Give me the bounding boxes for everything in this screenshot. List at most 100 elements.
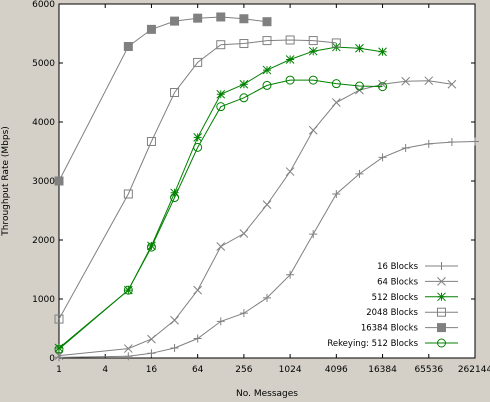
- data-point: [286, 270, 295, 279]
- series-16384-blocks: [54, 12, 272, 186]
- legend-marker: [437, 277, 446, 286]
- data-point: [216, 12, 226, 22]
- data-point: [54, 344, 64, 354]
- series-2048-blocks: [54, 35, 341, 324]
- data-point: [216, 40, 226, 50]
- data-point: [239, 93, 249, 103]
- data-point: [239, 229, 249, 238]
- y-tick-label: 5000: [32, 59, 55, 69]
- y-tick-label: 6000: [32, 0, 55, 10]
- data-point: [146, 242, 156, 252]
- data-point: [262, 17, 272, 27]
- data-point: [308, 36, 318, 46]
- data-point: [146, 136, 156, 146]
- data-point: [401, 143, 410, 152]
- series-line: [58, 79, 383, 350]
- data-point: [239, 39, 249, 49]
- data-point: [170, 88, 180, 97]
- data-point: [262, 80, 272, 90]
- data-point: [355, 169, 364, 178]
- data-point: [170, 188, 179, 198]
- data-point: [308, 46, 318, 56]
- data-point: [239, 14, 249, 24]
- x-tick-label: 16: [146, 365, 158, 375]
- y-tick-label: 1000: [32, 295, 55, 305]
- data-point: [355, 43, 364, 53]
- data-point: [471, 137, 479, 146]
- y-tick-label: 4000: [32, 118, 55, 128]
- series-layer: [54, 12, 479, 362]
- data-point: [123, 285, 133, 295]
- x-tick-label: 1024: [279, 365, 302, 375]
- data-point: [401, 76, 411, 86]
- data-point: [354, 81, 364, 91]
- data-point: [123, 344, 133, 353]
- data-point: [262, 36, 272, 46]
- data-point: [239, 309, 248, 318]
- data-point: [170, 16, 180, 26]
- legend-marker: [437, 307, 446, 317]
- legend-marker: [437, 262, 446, 270]
- y-axis-label: Throughput Rate (Mbps): [1, 126, 11, 237]
- data-point: [123, 189, 133, 199]
- data-point: [54, 176, 64, 186]
- series-16-blocks: [55, 137, 479, 362]
- series-line: [58, 39, 337, 320]
- data-point: [309, 230, 318, 239]
- data-point: [262, 65, 272, 75]
- data-point: [424, 76, 434, 86]
- legend-label: 16 Blocks: [377, 262, 419, 272]
- legend-marker: [437, 323, 446, 333]
- data-point: [55, 353, 63, 362]
- data-point: [54, 314, 64, 324]
- data-point: [239, 79, 249, 89]
- data-point: [193, 142, 203, 152]
- data-point: [447, 138, 456, 147]
- x-tick-label: 64: [192, 365, 204, 375]
- series-rekeying-512-blocks: [54, 75, 388, 354]
- data-point: [262, 200, 272, 209]
- data-point: [54, 351, 64, 360]
- data-point: [285, 55, 295, 64]
- x-tick-label: 4: [102, 365, 108, 375]
- data-point: [332, 189, 341, 198]
- data-point: [331, 79, 341, 89]
- data-point: [216, 242, 226, 251]
- data-point: [216, 317, 225, 326]
- data-point: [285, 35, 295, 45]
- axis-ticks: 0 1000 2000 3000 4000 5000 6000 1 4 16 64 256 1024 40…: [32, 0, 490, 375]
- data-point: [123, 41, 133, 51]
- data-point: [285, 167, 295, 176]
- y-tick-label: 2000: [32, 236, 55, 246]
- data-point: [170, 343, 179, 352]
- legend-label: 64 Blocks: [377, 277, 419, 287]
- x-tick-label: 1: [56, 365, 62, 375]
- data-point: [424, 139, 433, 148]
- legend: 16 Blocks 64 Blocks 512 Blocks 2048 Blocks 1…: [327, 262, 458, 349]
- series-line: [58, 80, 452, 357]
- data-point: [170, 193, 180, 203]
- data-point: [378, 82, 388, 92]
- legend-marker: [437, 292, 446, 302]
- legend-marker: [437, 338, 446, 348]
- data-point: [378, 47, 387, 57]
- data-point: [216, 89, 226, 99]
- data-point: [308, 125, 318, 135]
- data-point: [285, 75, 295, 85]
- series-64-blocks: [54, 76, 457, 360]
- legend-label: 2048 Blocks: [366, 308, 418, 318]
- data-point: [193, 285, 203, 295]
- data-point: [193, 334, 202, 343]
- y-tick-label: 3000: [32, 177, 55, 187]
- data-point: [308, 75, 318, 85]
- data-point: [263, 293, 271, 302]
- data-point: [193, 132, 203, 142]
- data-point: [54, 343, 64, 353]
- data-point: [147, 334, 156, 344]
- data-point: [124, 352, 133, 361]
- data-point: [193, 57, 203, 67]
- data-point: [147, 349, 156, 358]
- data-point: [331, 38, 341, 48]
- x-tick-label: 262144: [458, 365, 490, 375]
